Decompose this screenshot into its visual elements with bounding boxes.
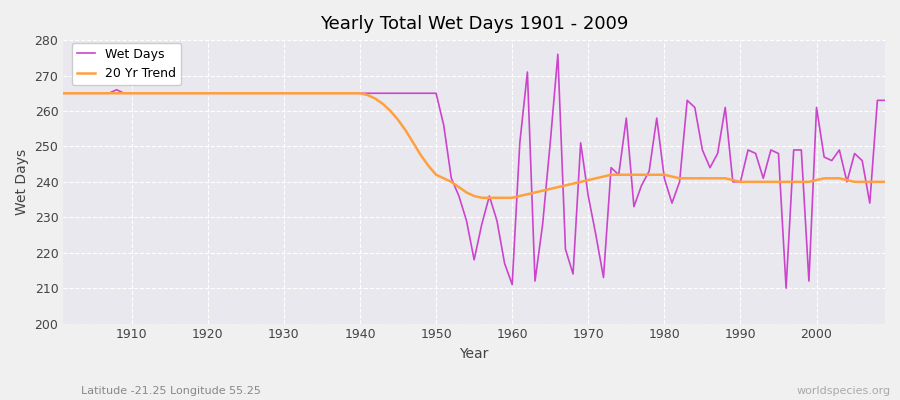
20 Yr Trend	[515, 194, 526, 198]
20 Yr Trend	[606, 172, 616, 177]
20 Yr Trend	[119, 91, 130, 96]
Line: 20 Yr Trend: 20 Yr Trend	[63, 93, 885, 198]
20 Yr Trend	[879, 180, 890, 184]
20 Yr Trend	[58, 91, 68, 96]
Legend: Wet Days, 20 Yr Trend: Wet Days, 20 Yr Trend	[71, 43, 181, 85]
Wet Days	[606, 165, 616, 170]
Wet Days	[553, 52, 563, 57]
Wet Days	[119, 91, 130, 96]
Y-axis label: Wet Days: Wet Days	[15, 149, 29, 215]
Title: Yearly Total Wet Days 1901 - 2009: Yearly Total Wet Days 1901 - 2009	[320, 15, 628, 33]
Wet Days	[507, 282, 517, 287]
Wet Days	[286, 91, 297, 96]
20 Yr Trend	[286, 91, 297, 96]
20 Yr Trend	[476, 195, 487, 200]
20 Yr Trend	[507, 195, 517, 200]
Wet Days	[780, 286, 791, 290]
Line: Wet Days: Wet Days	[63, 54, 885, 288]
Text: Latitude -21.25 Longitude 55.25: Latitude -21.25 Longitude 55.25	[81, 386, 261, 396]
Wet Days	[58, 91, 68, 96]
Text: worldspecies.org: worldspecies.org	[796, 386, 891, 396]
Wet Days	[879, 98, 890, 103]
20 Yr Trend	[332, 91, 343, 96]
X-axis label: Year: Year	[460, 347, 489, 361]
Wet Days	[500, 261, 510, 266]
Wet Days	[332, 91, 343, 96]
